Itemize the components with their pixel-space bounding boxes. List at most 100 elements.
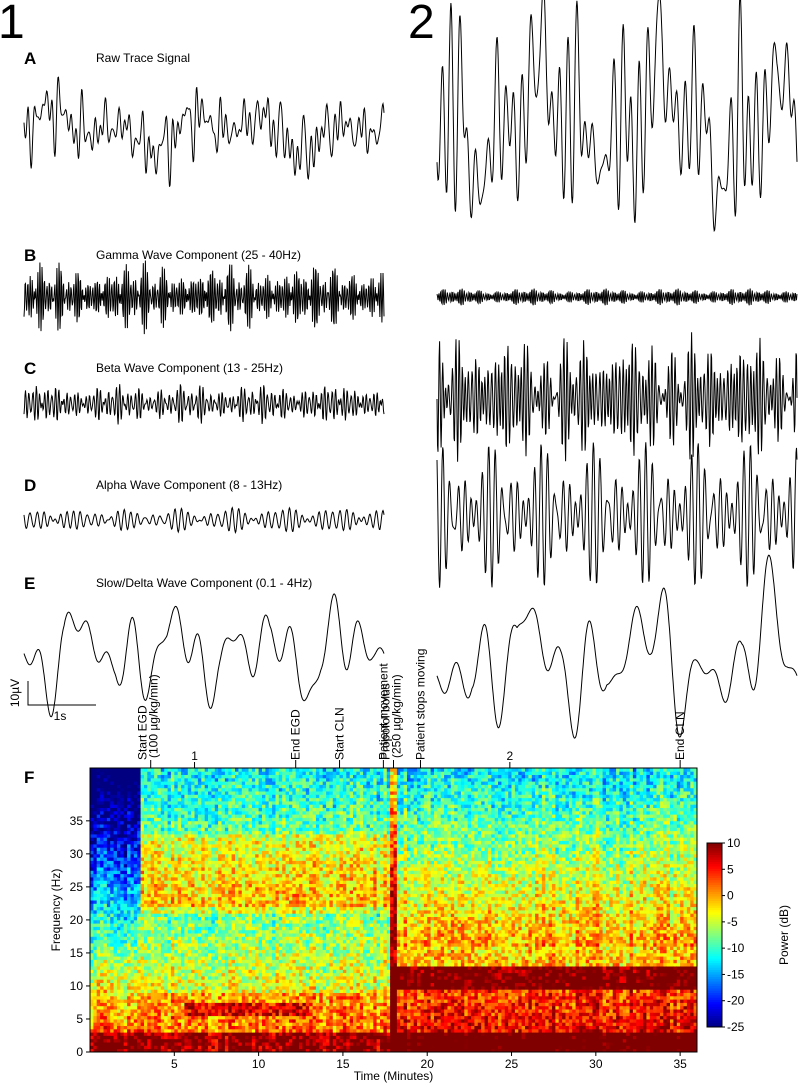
spectrogram-cell bbox=[228, 996, 232, 1000]
spectrogram-cell bbox=[225, 788, 229, 792]
spectrogram-cell bbox=[114, 969, 118, 973]
spectrogram-cell bbox=[242, 880, 246, 884]
spectrogram-cell bbox=[100, 775, 104, 779]
spectrogram-cell bbox=[272, 983, 276, 987]
spectrogram-cell bbox=[120, 903, 124, 907]
spectrogram-cell bbox=[262, 827, 266, 831]
spectrogram-cell bbox=[225, 950, 229, 954]
spectrogram-cell bbox=[218, 979, 222, 983]
spectrogram-cell bbox=[211, 1009, 215, 1013]
spectrogram-cell bbox=[211, 923, 215, 927]
spectrogram-cell bbox=[131, 989, 135, 993]
spectrogram-cell bbox=[181, 834, 185, 838]
spectrogram-cell bbox=[211, 831, 215, 835]
spectrogram-cell bbox=[161, 1012, 165, 1016]
spectrogram-cell bbox=[269, 1006, 273, 1010]
spectrogram-cell bbox=[201, 1042, 205, 1046]
spectrogram-cell bbox=[141, 814, 145, 818]
spectrogram-cell bbox=[188, 930, 192, 934]
spectrogram-cell bbox=[255, 1022, 259, 1026]
spectrogram-cell bbox=[164, 913, 168, 917]
spectrogram-cell bbox=[178, 798, 182, 802]
spectrogram-cell bbox=[100, 831, 104, 835]
spectrogram-cell bbox=[137, 986, 141, 990]
spectrogram-cell bbox=[238, 930, 242, 934]
spectrogram-cell bbox=[100, 788, 104, 792]
spectrogram-cell bbox=[276, 1036, 280, 1040]
spectrogram-cell bbox=[168, 851, 172, 855]
spectrogram-cell bbox=[93, 841, 97, 845]
spectrogram-cell bbox=[259, 847, 263, 851]
spectrogram-cell bbox=[225, 887, 229, 891]
spectrogram-cell bbox=[127, 857, 131, 861]
spectrogram-cell bbox=[154, 768, 158, 772]
spectrogram-cell bbox=[144, 811, 148, 815]
spectrogram-cell bbox=[120, 857, 124, 861]
spectrogram-cell bbox=[238, 837, 242, 841]
spectrogram-cell bbox=[252, 903, 256, 907]
spectrogram-cell bbox=[211, 827, 215, 831]
spectrogram-cell bbox=[93, 781, 97, 785]
spectrogram-cell bbox=[262, 913, 266, 917]
spectrogram-cell bbox=[147, 989, 151, 993]
spectrogram-cell bbox=[238, 847, 242, 851]
spectrogram-cell bbox=[154, 936, 158, 940]
trace bbox=[24, 594, 384, 717]
spectrogram-cell bbox=[215, 775, 219, 779]
spectrogram-cell bbox=[269, 1012, 273, 1016]
spectrogram-cell bbox=[276, 996, 280, 1000]
spectrogram-cell bbox=[222, 910, 226, 914]
spectrogram-cell bbox=[252, 1036, 256, 1040]
spectrogram-cell bbox=[238, 917, 242, 921]
spectrogram-cell bbox=[225, 989, 229, 993]
spectrogram-cell bbox=[184, 854, 188, 858]
spectrogram-cell bbox=[114, 936, 118, 940]
spectrogram-cell bbox=[225, 960, 229, 964]
spectrogram-cell bbox=[232, 897, 236, 901]
spectrogram-cell bbox=[215, 785, 219, 789]
spectrogram-cell bbox=[147, 956, 151, 960]
spectrogram-cell bbox=[161, 903, 165, 907]
spectrogram-cell bbox=[235, 877, 239, 881]
spectrogram-cell bbox=[93, 880, 97, 884]
spectrogram-cell bbox=[93, 960, 97, 964]
spectrogram-cell bbox=[265, 966, 269, 970]
spectrogram-cell bbox=[201, 884, 205, 888]
spectrogram-cell bbox=[164, 936, 168, 940]
spectrogram-cell bbox=[137, 877, 141, 881]
spectrogram-cell bbox=[262, 861, 266, 865]
spectrogram-cell bbox=[269, 841, 273, 845]
spectrogram-cell bbox=[238, 943, 242, 947]
spectrogram-cell bbox=[232, 877, 236, 881]
spectrogram-cell bbox=[215, 950, 219, 954]
spectrogram-cell bbox=[205, 768, 209, 772]
spectrogram-cell bbox=[141, 973, 145, 977]
spectrogram-cell bbox=[127, 999, 131, 1003]
spectrogram-cell bbox=[245, 930, 249, 934]
spectrogram-cell bbox=[272, 1016, 276, 1020]
spectrogram-cell bbox=[269, 788, 273, 792]
spectrogram-cell bbox=[201, 785, 205, 789]
spectrogram-cell bbox=[252, 1006, 256, 1010]
spectrogram-cell bbox=[141, 917, 145, 921]
spectrogram-cell bbox=[127, 953, 131, 957]
spectrogram-cell bbox=[235, 794, 239, 798]
spectrogram-cell bbox=[269, 870, 273, 874]
spectrogram-cell bbox=[168, 811, 172, 815]
spectrogram-cell bbox=[279, 857, 283, 861]
spectrogram-cell bbox=[269, 811, 273, 815]
spectrogram-cell bbox=[269, 946, 273, 950]
spectrogram-cell bbox=[228, 1039, 232, 1043]
spectrogram-cell bbox=[137, 979, 141, 983]
spectrogram-cell bbox=[154, 976, 158, 980]
spectrogram-cell bbox=[252, 808, 256, 812]
spectrogram-cell bbox=[164, 847, 168, 851]
spectrogram-cell bbox=[262, 844, 266, 848]
spectrogram-cell bbox=[282, 1029, 286, 1033]
spectrogram-cell bbox=[157, 791, 161, 795]
spectrogram-cell bbox=[198, 890, 202, 894]
spectrogram-cell bbox=[164, 894, 168, 898]
spectrogram-cell bbox=[93, 930, 97, 934]
spectrogram-cell bbox=[282, 897, 286, 901]
spectrogram-cell bbox=[228, 946, 232, 950]
